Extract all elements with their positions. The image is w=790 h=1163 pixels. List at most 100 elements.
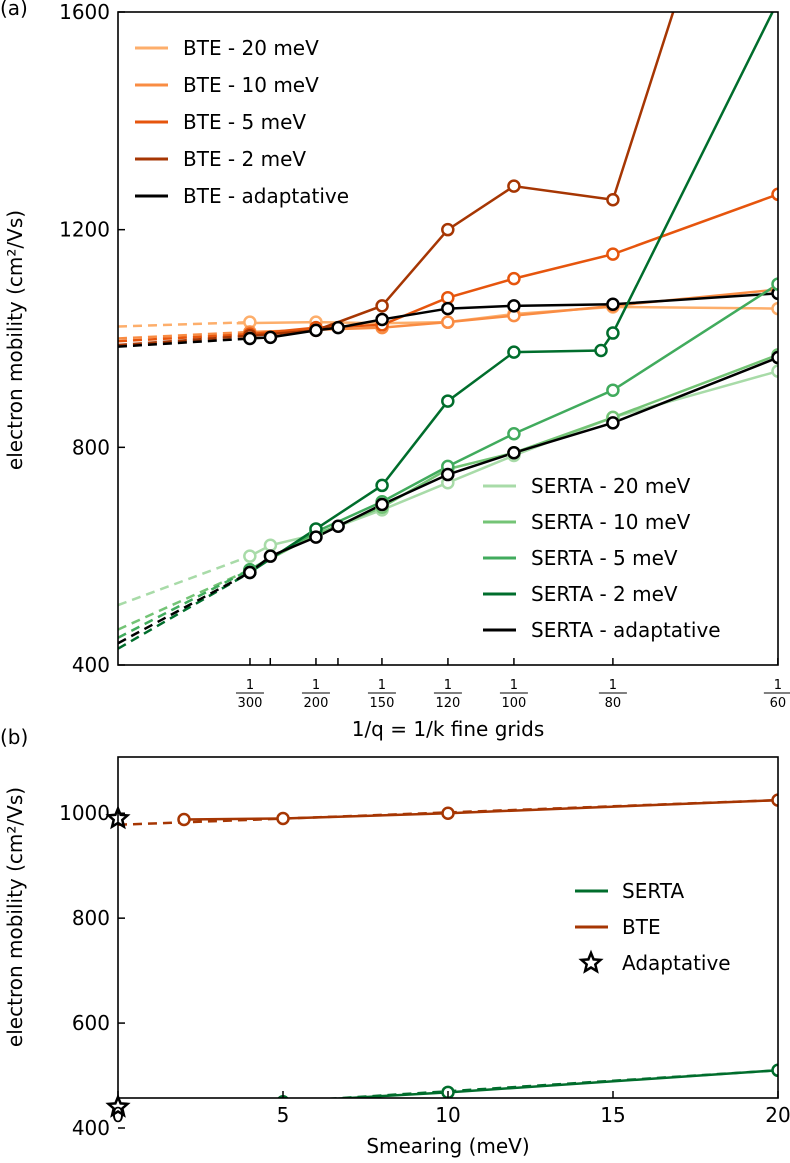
panel-a-label: (a): [0, 0, 28, 20]
y-tick-label: 600: [72, 1011, 110, 1035]
data-point: [507, 179, 521, 193]
x-tick-denominator: 60: [770, 696, 787, 711]
data-point: [441, 394, 455, 408]
series-line: [183, 798, 778, 821]
data-point: [771, 350, 778, 365]
series-line: [326, 1069, 778, 1098]
y-tick-label: 800: [72, 435, 110, 459]
data-point: [243, 565, 257, 580]
x-tick-numerator: 1: [312, 678, 320, 693]
y-tick-label: 1600: [59, 0, 110, 24]
data-point: [243, 549, 257, 563]
data-point: [331, 320, 345, 335]
extrapolation-line: [118, 334, 250, 347]
data-point: [606, 383, 620, 397]
x-tick-numerator: 1: [609, 678, 617, 693]
data-point: [594, 343, 608, 358]
data-point: [441, 301, 455, 316]
x-tick-numerator: 1: [774, 678, 782, 693]
extrapolation-line: [118, 330, 250, 340]
legend-label: BTE - 2 meV: [183, 147, 306, 171]
legend-label: SERTA - 10 meV: [531, 510, 691, 534]
panel-b-label: (b): [0, 725, 29, 749]
data-point: [375, 478, 389, 493]
extrapolation-line: [118, 571, 251, 645]
panel-a: 4008001200160013001200115011201100180160…: [59, 0, 790, 711]
panel-b: 400 600 800 1000 0 5 10 15 20 SERTA BTE Adaptative: [59, 756, 790, 1140]
data-point: [177, 812, 191, 827]
data-point: [606, 326, 620, 340]
legend-label: SERTA - adaptative: [531, 618, 721, 642]
data-point: [507, 446, 521, 460]
x-tick-label: 10: [435, 1103, 460, 1127]
x-tick-numerator: 1: [246, 678, 254, 693]
y-tick-label: 1000: [59, 801, 110, 825]
data-point: [606, 297, 620, 311]
data-point: [507, 345, 521, 359]
data-point: [771, 364, 778, 378]
data-point: [375, 497, 389, 512]
x-tick-label: 20: [765, 1103, 790, 1127]
legend-label: Adaptative: [622, 951, 731, 975]
x-tick-denominator: 300: [238, 696, 263, 711]
data-point: [771, 1063, 778, 1078]
data-point: [771, 187, 778, 202]
data-point: [263, 330, 278, 345]
extrapolation-line: [118, 320, 250, 328]
legend-label: BTE - adaptative: [183, 184, 349, 208]
data-point: [441, 806, 455, 820]
legend-label: SERTA - 5 meV: [531, 546, 678, 570]
data-point: [441, 222, 455, 237]
x-tick-denominator: 150: [370, 696, 395, 711]
legend-label: SERTA: [622, 879, 684, 903]
series-line: [249, 12, 675, 338]
data-point: [606, 416, 620, 430]
data-point: [606, 192, 620, 207]
plot-area: [118, 12, 778, 650]
data-point: [309, 323, 323, 338]
x-tick-label: 15: [600, 1103, 625, 1127]
data-point: [441, 315, 455, 329]
legend-label: BTE: [622, 915, 661, 939]
panel-a-xlabel: 1/q = 1/k fine grids: [351, 717, 545, 741]
data-point: [375, 299, 389, 313]
data-point: [309, 530, 323, 544]
series-line: [249, 356, 778, 574]
y-tick-label: 1200: [59, 218, 110, 242]
data-point: [179, 1104, 190, 1115]
legend-label: SERTA - 2 meV: [531, 582, 678, 606]
x-tick-denominator: 120: [436, 696, 461, 711]
data-point: [507, 271, 521, 286]
panel-b-xlabel: Smearing (meV): [366, 1134, 530, 1158]
adaptative-star-marker: [105, 1093, 131, 1118]
legend-star-icon: [578, 949, 604, 974]
data-point: [441, 467, 455, 482]
x-tick-denominator: 80: [605, 696, 622, 711]
panel-b-ylabel: electron mobility (cm²/Vs): [3, 786, 27, 1048]
y-tick-label: 400: [72, 653, 110, 677]
y-tick-label: 400: [72, 1116, 110, 1140]
data-point: [771, 277, 778, 291]
x-tick-label: 0: [112, 1103, 125, 1127]
data-point: [771, 301, 778, 316]
x-tick-denominator: 100: [502, 696, 527, 711]
data-point: [606, 247, 620, 261]
data-point: [263, 549, 278, 563]
extrapolation-line: [118, 568, 251, 639]
extrapolation-line: [118, 554, 251, 607]
data-point: [375, 312, 389, 327]
x-tick-denominator: 200: [304, 696, 329, 711]
x-tick-label: 5: [277, 1103, 290, 1127]
extrapolation-line: [118, 337, 250, 348]
data-point: [507, 299, 521, 313]
data-point: [331, 519, 345, 533]
extrapolation-line: [118, 332, 250, 343]
y-tick-label: 800: [72, 906, 110, 930]
panel-a-ylabel: electron mobility (cm²/Vs): [3, 209, 27, 471]
data-point: [276, 811, 290, 826]
data-point: [243, 331, 257, 346]
data-point: [441, 290, 455, 305]
x-tick-numerator: 1: [444, 678, 452, 693]
legend-label: BTE - 20 meV: [183, 36, 319, 60]
